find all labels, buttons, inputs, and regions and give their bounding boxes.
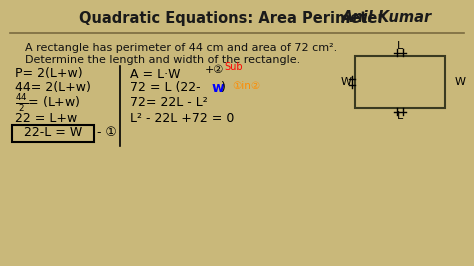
Text: +②: +② — [205, 65, 224, 75]
Text: A = L·W: A = L·W — [130, 68, 181, 81]
Text: A rectangle has perimeter of 44 cm and area of 72 cm².: A rectangle has perimeter of 44 cm and a… — [25, 43, 337, 53]
Text: w: w — [212, 81, 225, 95]
Bar — [355, 56, 445, 108]
Text: Determine the length and width of the rectangle.: Determine the length and width of the re… — [25, 55, 300, 65]
Text: Sub: Sub — [224, 62, 243, 72]
Text: L² - 22L +72 = 0: L² - 22L +72 = 0 — [130, 111, 234, 124]
Text: 44= 2(L+w): 44= 2(L+w) — [15, 81, 91, 94]
Text: L: L — [397, 41, 403, 51]
Text: 22 = L+w: 22 = L+w — [15, 113, 77, 126]
FancyBboxPatch shape — [11, 124, 94, 142]
Text: ①in②: ①in② — [232, 81, 260, 91]
Text: $\frac{44}{2}$= (L+w): $\frac{44}{2}$= (L+w) — [15, 92, 81, 114]
Text: L: L — [397, 111, 403, 121]
Text: ): ) — [221, 81, 226, 94]
Text: Anil Kumar: Anil Kumar — [342, 10, 432, 26]
Text: - ①: - ① — [97, 127, 117, 139]
Text: 22-L = W: 22-L = W — [24, 127, 82, 139]
Text: W: W — [455, 77, 466, 87]
Text: P= 2(L+w): P= 2(L+w) — [15, 68, 82, 81]
Text: 72= 22L - L²: 72= 22L - L² — [130, 97, 208, 110]
Text: 72 = L (22-: 72 = L (22- — [130, 81, 201, 94]
Text: Quadratic Equations: Area Perimeter: Quadratic Equations: Area Perimeter — [79, 10, 395, 26]
Text: W: W — [341, 77, 352, 87]
